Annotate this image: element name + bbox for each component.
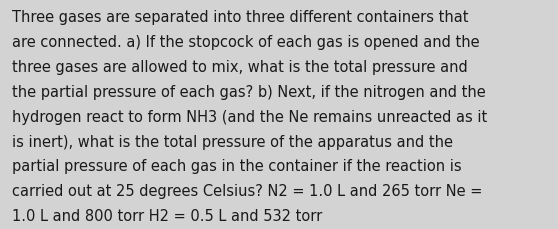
Text: partial pressure of each gas in the container if the reaction is: partial pressure of each gas in the cont… [12,159,462,174]
Text: hydrogen react to form NH3 (and the Ne remains unreacted as it: hydrogen react to form NH3 (and the Ne r… [12,109,488,124]
Text: three gases are allowed to mix, what is the total pressure and: three gases are allowed to mix, what is … [12,60,468,75]
Text: Three gases are separated into three different containers that: Three gases are separated into three dif… [12,10,469,25]
Text: carried out at 25 degrees Celsius? N2 = 1.0 L and 265 torr Ne =: carried out at 25 degrees Celsius? N2 = … [12,183,483,198]
Text: are connected. a) If the stopcock of each gas is opened and the: are connected. a) If the stopcock of eac… [12,35,480,50]
Text: is inert), what is the total pressure of the apparatus and the: is inert), what is the total pressure of… [12,134,453,149]
Text: 1.0 L and 800 torr H2 = 0.5 L and 532 torr: 1.0 L and 800 torr H2 = 0.5 L and 532 to… [12,208,323,223]
Text: the partial pressure of each gas? b) Next, if the nitrogen and the: the partial pressure of each gas? b) Nex… [12,85,486,99]
